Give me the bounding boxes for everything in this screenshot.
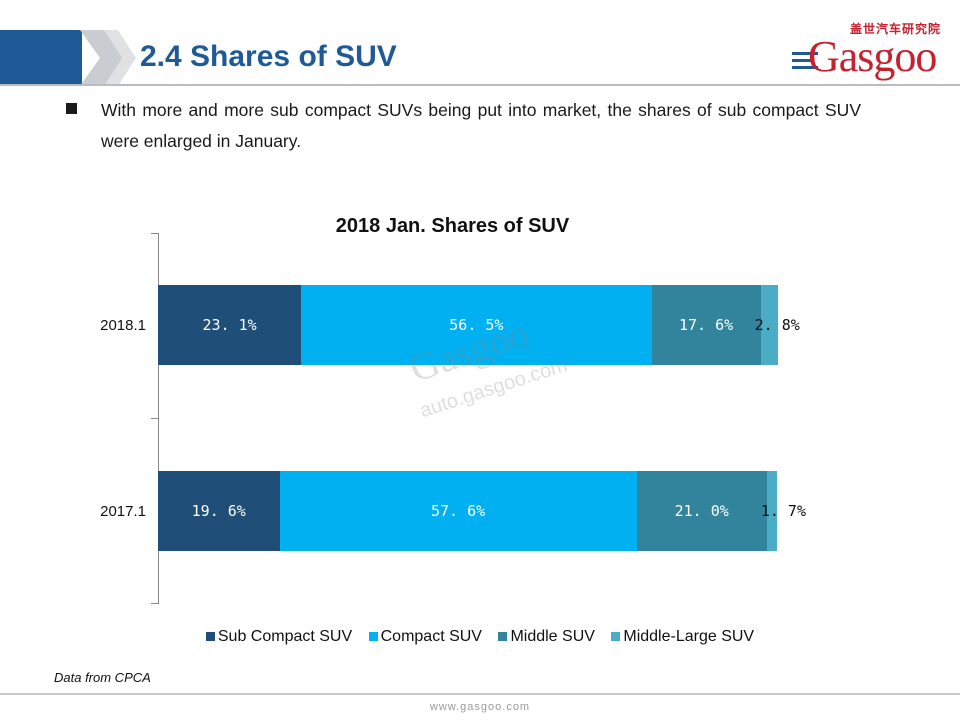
axis-tick xyxy=(151,418,158,419)
data-label: 2. 8% xyxy=(754,316,800,334)
chevron-right-icon xyxy=(104,30,136,86)
data-label: 1. 7% xyxy=(760,502,806,520)
data-label: 21. 0% xyxy=(674,502,729,520)
logo-stripes-icon xyxy=(792,52,818,69)
logo-chinese-text: 盖世汽车研究院 xyxy=(850,22,942,36)
axis-tick xyxy=(151,233,158,234)
legend-swatch xyxy=(368,632,378,642)
chart-title: 2018 Jan. Shares of SUV xyxy=(335,215,570,237)
category-label-2017: 2017.1 xyxy=(100,503,146,520)
legend-item-middle-large: Middle-Large SUV xyxy=(611,628,754,646)
legend-swatch xyxy=(498,632,508,642)
source-note: Data from CPCA xyxy=(54,670,151,685)
chart-legend: Sub Compact SUV Compact SUV Middle SUV M… xyxy=(0,628,960,650)
title-accent-block xyxy=(0,30,82,84)
legend-label: Sub Compact SUV xyxy=(217,628,353,645)
data-label: 19. 6% xyxy=(191,502,246,520)
legend-item-compact: Compact SUV xyxy=(368,628,482,646)
title-divider xyxy=(0,84,960,86)
bar-segment xyxy=(766,471,778,551)
legend-swatch xyxy=(205,632,215,642)
bar-segment xyxy=(279,471,637,551)
legend-label: Compact SUV xyxy=(380,628,482,645)
logo-wordmark: Gasgoo xyxy=(808,32,937,81)
bar-segment xyxy=(158,471,280,551)
legend-label: Middle-Large SUV xyxy=(623,628,755,645)
data-label: 57. 6% xyxy=(430,502,486,520)
bar-segment xyxy=(760,285,778,365)
legend-item-sub-compact: Sub Compact SUV xyxy=(205,628,353,646)
page-title: 2.4 Shares of SUV xyxy=(140,40,397,73)
bar-segment xyxy=(636,471,767,551)
axis-tick xyxy=(151,603,158,604)
bullet-text: With more and more sub compact SUVs bein… xyxy=(101,100,861,151)
bullet-square-icon xyxy=(66,103,77,114)
category-label-2018: 2018.1 xyxy=(100,317,146,334)
legend-label: Middle SUV xyxy=(510,628,595,645)
category-axis xyxy=(158,233,159,604)
data-label: 23. 1% xyxy=(202,316,257,334)
data-label: 17. 6% xyxy=(678,316,734,334)
gasgoo-logo: 盖世汽车研究院 Gasgoo xyxy=(790,18,950,84)
footer-url: www.gasgoo.com xyxy=(429,701,531,713)
watermark: Gasgoo auto.gasgoo.com xyxy=(385,272,615,457)
legend-swatch xyxy=(611,632,621,642)
legend-item-middle: Middle SUV xyxy=(498,628,595,646)
footer-divider xyxy=(0,693,960,695)
bar-segment xyxy=(651,285,761,365)
bar-segment xyxy=(158,285,302,365)
